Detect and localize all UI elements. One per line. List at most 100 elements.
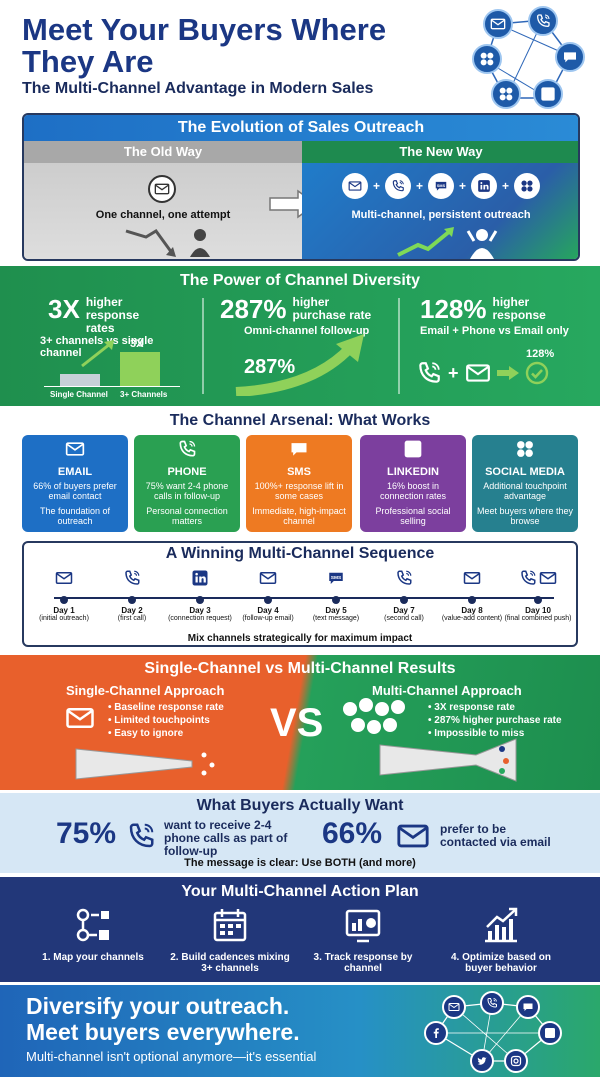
- card-note: Meet buyers where they browse: [476, 506, 574, 526]
- plan-step-text: 2. Build cadences mixing 3+ channels: [170, 952, 290, 974]
- linkedin-icon: [190, 569, 210, 587]
- footer-channel-network: [418, 989, 588, 1075]
- envelope-icon: [396, 819, 430, 853]
- arrow-value-label: 287%: [244, 356, 296, 378]
- stat-value: 3X: [48, 294, 80, 324]
- single-title: Single-Channel Approach: [66, 683, 225, 698]
- sequence-step-7: Day 8 (value-add content): [435, 569, 509, 623]
- bullet: • 287% higher purchase rate: [428, 715, 562, 726]
- channel-card-sms: SMS 100%+ response lift in some cases Im…: [246, 435, 352, 532]
- step-day: Day 1: [53, 606, 75, 615]
- phone-icon: [528, 6, 558, 36]
- buyers-title: What Buyers Actually Want: [196, 797, 404, 814]
- stat-purchase-rate: 287% higher purchase rate Omni-channel f…: [220, 294, 400, 337]
- growth-arrow-icon: [397, 227, 498, 259]
- power-title: The Power of Channel Diversity: [179, 272, 421, 289]
- step-day: Day 4: [257, 606, 279, 615]
- divider: [202, 298, 204, 394]
- new-way-label: The New Way: [302, 141, 578, 163]
- social-media-icon: [491, 79, 521, 109]
- axis-line: [44, 386, 180, 387]
- evolution-title: The Evolution of Sales Outreach: [24, 115, 578, 141]
- phone-icon: [122, 569, 142, 587]
- timeline-line: [54, 597, 554, 599]
- card-stat: 66% of buyers prefer email contact: [33, 481, 117, 501]
- sequence-title: A Winning Multi-Channel Sequence: [165, 545, 435, 562]
- bar-multi-channel: [120, 352, 160, 386]
- results-section: Single-Channel vs Multi-Channel Results …: [0, 655, 600, 790]
- plan-title: Your Multi-Channel Action Plan: [181, 883, 419, 900]
- linkedin-icon: [533, 79, 563, 109]
- social-icon: [514, 173, 541, 199]
- card-name: EMAIL: [57, 466, 93, 478]
- stat-response-rates: 3X higher response rates 3+ channels vs …: [40, 294, 198, 359]
- card-stat: 100%+ response lift in some cases: [254, 481, 344, 501]
- step-desc: (second call): [384, 615, 424, 622]
- sequence-step-5: Day 5 (text message): [299, 569, 373, 623]
- sequence-footer: Mix channels strategically for maximum i…: [187, 633, 413, 644]
- stat-text-phone: want to receive 2-4 phone calls as part …: [164, 818, 288, 858]
- step-desc: (connection request): [168, 615, 232, 622]
- twitter-icon: [470, 1049, 494, 1073]
- step-desc: (initial outreach): [39, 615, 89, 622]
- footer-tagline: Multi-channel isn't optional anymore—it'…: [26, 1049, 317, 1064]
- card-name: LINKEDIN: [387, 466, 439, 478]
- sms-icon: [289, 439, 309, 459]
- divider: [398, 298, 400, 394]
- page-subtitle: The Multi-Channel Advantage in Modern Sa…: [22, 80, 374, 97]
- card-note: Personal connection matters: [146, 506, 228, 526]
- check-icon: [525, 361, 549, 385]
- analytics-icon: [345, 909, 381, 943]
- arsenal-title: The Channel Arsenal: What Works: [169, 412, 431, 429]
- linkedin-icon: [471, 173, 498, 199]
- channel-combination: + + + +: [342, 173, 541, 199]
- step-day: Day 2: [121, 606, 143, 615]
- card-name: SOCIAL MEDIA: [485, 466, 565, 478]
- step-desc: (text message): [312, 615, 360, 622]
- card-stat: 16% boost in connection rates: [379, 481, 447, 501]
- linkedin-icon: [538, 1021, 562, 1045]
- new-way-caption: Multi-channel, persistent outreach: [351, 209, 531, 221]
- multi-funnel-icon: [379, 738, 517, 782]
- mobile-icon: [555, 42, 585, 72]
- envelope-icon: [54, 569, 74, 587]
- channel-card-linkedin: LINKEDIN 16% boost in connection rates P…: [360, 435, 466, 532]
- vs-label: VS: [270, 701, 324, 745]
- bullet: • Easy to ignore: [108, 728, 184, 739]
- step-day: Day 3: [189, 606, 211, 615]
- bar-right-label: 3+ Channels: [120, 390, 168, 399]
- step-desc: (final combined push): [504, 615, 572, 622]
- stat-desc: Omni-channel follow-up: [244, 325, 370, 337]
- plan-step-text: 3. Track response by channel: [313, 952, 413, 974]
- step-day: Day 8: [461, 606, 483, 615]
- step-desc: (first call): [117, 615, 147, 622]
- buyers-message: The message is clear: Use BOTH (and more…: [184, 857, 416, 869]
- instagram-icon: [504, 1049, 528, 1073]
- envelope-icon: [538, 569, 558, 587]
- declining-arrow-icon: [125, 229, 210, 257]
- page-title: Meet Your Buyers Where They Are: [22, 12, 387, 79]
- calendar-icon: [213, 909, 247, 942]
- buyers-section: What Buyers Actually Want 75% want to re…: [0, 793, 600, 873]
- stat-label: higher purchase rate: [292, 295, 372, 322]
- evolution-panel: The Evolution of Sales Outreach The Old …: [22, 113, 580, 261]
- footer-section: Diversify your outreach. Meet buyers eve…: [0, 985, 600, 1077]
- envelope-icon: [342, 173, 368, 199]
- card-stat: Additional touchpoint advantage: [483, 481, 567, 501]
- social-cluster-icon: [472, 44, 502, 74]
- card-note: Immediate, high-impact channel: [252, 506, 346, 526]
- envelope-icon: [60, 703, 100, 733]
- phone-icon: [518, 569, 538, 587]
- stat-desc: Email + Phone vs Email only: [420, 325, 569, 337]
- check-value-label: 128%: [526, 348, 555, 360]
- sms-icon: [428, 173, 455, 199]
- social-icon: [515, 439, 535, 459]
- email-phone-combo: +: [416, 360, 549, 386]
- facebook-icon: [424, 1021, 448, 1045]
- plan-step-text: 1. Map your channels: [42, 952, 144, 963]
- stat-value: 287%: [220, 294, 287, 324]
- sequence-step-2: Day 2 (first call): [95, 569, 169, 623]
- plan-step-text: 4. Optimize based on buyer behavior: [450, 952, 552, 974]
- plan-step-2: 2. Build cadences mixing 3+ channels: [165, 907, 295, 974]
- phone-icon: [416, 360, 442, 386]
